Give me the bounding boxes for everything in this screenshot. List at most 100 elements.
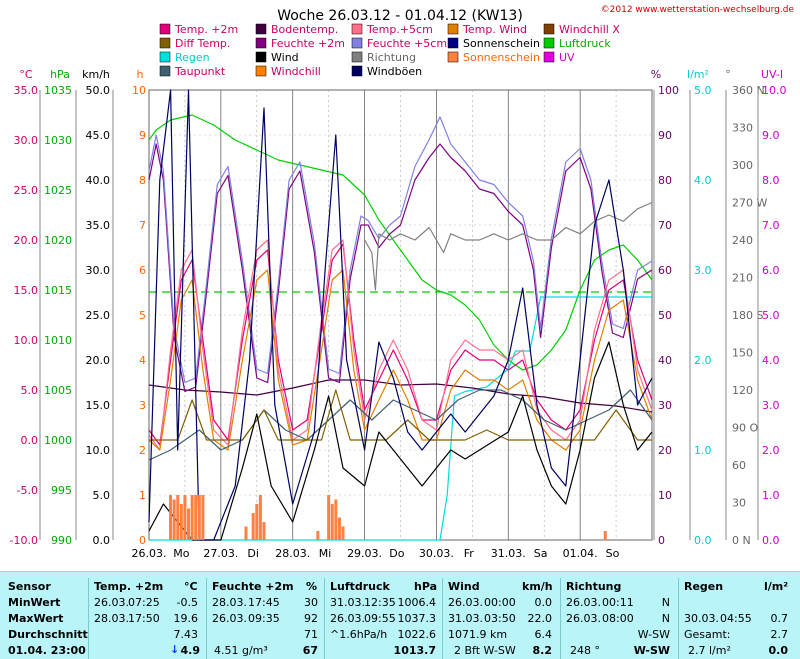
wind-max-value: 22.0 xyxy=(527,612,553,625)
direction-tick-label: 360 N xyxy=(732,84,765,97)
dir-min-value: N xyxy=(661,596,670,609)
grid xyxy=(148,89,653,541)
hum-average: 71 xyxy=(304,628,318,641)
dir-min-date: 26.03. xyxy=(566,596,601,609)
uv-tick-label: 8.0 xyxy=(762,174,780,187)
sun-bar xyxy=(316,531,320,540)
uv-tick-label: 10.0 xyxy=(762,84,787,97)
humidity-tick-label: 10 xyxy=(658,489,672,502)
pressure-tick-label: 1025 xyxy=(44,184,72,197)
direction-tick-label: 240 xyxy=(732,234,753,247)
header-press: Luftdruck xyxy=(330,580,390,593)
legend-label: Luftdruck xyxy=(559,37,611,50)
row-label-max: MaxWert xyxy=(8,612,64,625)
hum-absolute: 4.51 g/m³ xyxy=(214,644,268,657)
x-axis: 26.03. Mo 27.03. Di 28.03. Mi 29.03. Do 30.03. Fr… xyxy=(132,547,620,560)
wind-max-date: 31.03. xyxy=(448,612,483,625)
legend-swatch xyxy=(159,23,171,35)
humidity-tick-label: 60 xyxy=(658,264,672,277)
temp-tick-label: 35.0 xyxy=(14,84,39,97)
legend-swatch xyxy=(543,51,555,63)
legend-swatch xyxy=(351,23,363,35)
legend-swatch xyxy=(447,37,459,49)
legend-label: Windböen xyxy=(367,65,422,78)
x-tick-date: 29.03. xyxy=(347,547,382,560)
sun-bar xyxy=(334,499,338,540)
sun-bar xyxy=(603,531,607,540)
pressure-tick-label: 1000 xyxy=(44,434,72,447)
humidity-tick-label: 70 xyxy=(658,219,672,232)
row-label-min: MinWert xyxy=(8,596,61,609)
rain-tick-label: 4.0 xyxy=(694,174,712,187)
rain-tick-label: 5.0 xyxy=(694,84,712,97)
legend-label: UV xyxy=(559,51,575,64)
statistics-panel: Sensor Temp. +2m °C Feuchte +2m % Luftdr… xyxy=(0,571,800,659)
sun-tick-label: 4 xyxy=(139,354,146,367)
x-tick-date: 27.03. xyxy=(203,547,238,560)
humidity-axis-unit: % xyxy=(651,68,661,81)
uv-tick-label: 4.0 xyxy=(762,354,780,367)
legend-swatch xyxy=(351,65,363,77)
wind-tick-label: 50.0 xyxy=(86,84,111,97)
series-line-diff xyxy=(149,389,652,441)
row-label-avg: Durchschnitt xyxy=(8,628,88,641)
legend-swatch xyxy=(447,23,459,35)
legend-label: Sonnenschein xyxy=(463,37,540,50)
press-max-time: 09:55 xyxy=(364,612,396,625)
pressure-tick-label: 1020 xyxy=(44,234,72,247)
uv-tick-label: 0.0 xyxy=(762,534,780,547)
hum-min-date: 28.03. xyxy=(212,596,247,609)
header-hum-unit: % xyxy=(306,580,318,593)
sun-bar xyxy=(341,526,345,540)
series-line-dewpoint xyxy=(148,389,653,461)
sun-bar xyxy=(169,495,173,540)
x-tick-date: 26.03. xyxy=(132,547,167,560)
x-tick-day: Di xyxy=(247,547,259,560)
temp-tick-label: 0.0 xyxy=(21,434,39,447)
dir-current: W-SW xyxy=(633,644,670,657)
x-tick-day: Do xyxy=(389,547,404,560)
humidity-tick-label: 30 xyxy=(658,399,672,412)
sun-tick-label: 0 xyxy=(139,534,146,547)
legend-swatch xyxy=(159,65,171,77)
wind-tick-label: 15.0 xyxy=(86,399,111,412)
pressure-tick-label: 1035 xyxy=(44,84,72,97)
sun-tick-label: 10 xyxy=(132,84,146,97)
series-line-rain xyxy=(149,296,652,541)
legend-label: Feuchte +5cm xyxy=(367,37,447,50)
sun-bar xyxy=(179,504,183,540)
humidity-tick-label: 20 xyxy=(658,444,672,457)
sun-tick-label: 2 xyxy=(139,444,146,457)
rain-total-label: Gesamt: xyxy=(684,628,731,641)
chart-title: Woche 26.03.12 - 01.04.12 (KW13) xyxy=(277,8,523,24)
header-hum: Feuchte +2m xyxy=(212,580,294,593)
legend-label: Windchill X xyxy=(559,23,620,36)
legend-swatch xyxy=(159,37,171,49)
pressure-axis-unit: hPa xyxy=(50,68,70,81)
sun-bar xyxy=(190,495,194,540)
direction-tick-label: 120 xyxy=(732,384,753,397)
uv-tick-label: 7.0 xyxy=(762,219,780,232)
x-tick-day: So xyxy=(606,547,620,560)
x-tick-day: Fr xyxy=(464,547,475,560)
sun-bar xyxy=(327,495,331,540)
wind-tick-label: 40.0 xyxy=(86,174,111,187)
legend: Temp. +2m Bodentemp. Temp.+5cm Temp. Wind Wi… xyxy=(159,23,620,78)
series-line-wind xyxy=(148,341,653,541)
sun-bar xyxy=(201,495,205,540)
temp-average: 7.43 xyxy=(173,628,199,641)
wind-beaufort: 2 Bft W-SW xyxy=(454,644,516,657)
pressure-tick-label: 1005 xyxy=(44,384,72,397)
copyright: ©2012 www.wetterstation-wechselburg.de xyxy=(601,5,795,15)
press-max-value: 1037.3 xyxy=(397,612,437,625)
header-temp: Temp. +2m xyxy=(94,580,164,593)
uv-tick-label: 6.0 xyxy=(762,264,780,277)
uv-tick-label: 9.0 xyxy=(762,129,780,142)
legend-label: Diff Temp. xyxy=(175,37,230,50)
sun-tick-label: 8 xyxy=(139,174,146,187)
temp-max-time: 17:50 xyxy=(128,612,160,625)
series-line-gusts xyxy=(148,89,653,541)
sun-bar xyxy=(197,495,201,540)
sun-bar xyxy=(244,526,248,540)
legend-label: Richtung xyxy=(367,51,416,64)
